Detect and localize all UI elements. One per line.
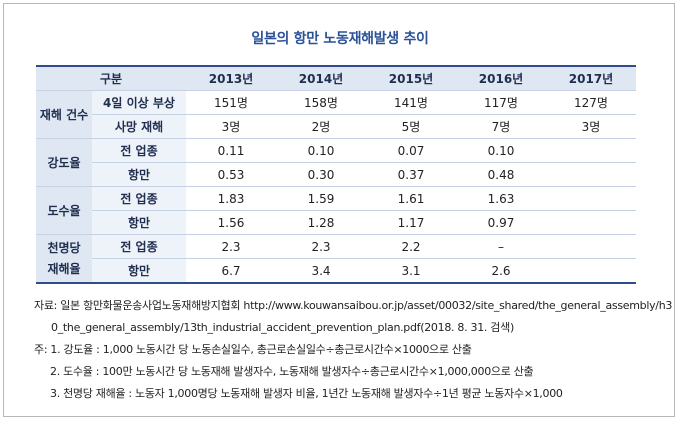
table-row: 강도율 전 업종 0.11 0.10 0.07 0.10 <box>36 138 636 187</box>
group-label: 천명당 재해율 <box>36 234 92 284</box>
cell: 2.6 <box>456 258 546 284</box>
cell <box>546 234 636 259</box>
header-year: 2015년 <box>366 66 456 91</box>
table-row: 도수율 전 업종 1.83 1.59 1.61 1.63 <box>36 186 636 235</box>
row-label: 4일 이상 부상 <box>92 90 186 115</box>
group-label: 강도율 <box>36 138 92 187</box>
cell: 127명 <box>546 90 636 115</box>
note-line: 2. 도수율 : 100만 노동시간 당 노동재해 발생자수, 노동재해 발생자… <box>50 365 534 378</box>
cell: 158명 <box>276 90 366 115</box>
cell: 1.59 <box>276 186 366 211</box>
source-line-continued: 0_the_general_assembly/13th_industrial_a… <box>51 321 514 334</box>
cell: 151명 <box>186 90 276 115</box>
table-row: 천명당 재해율 전 업종 2.3 2.3 2.2 – <box>36 234 636 284</box>
row-label: 전 업종 <box>92 186 186 211</box>
table-row: 사망 재해 3명 2명 5명 7명 3명 <box>36 114 636 139</box>
cell: 2명 <box>276 114 366 139</box>
cell: 141명 <box>366 90 456 115</box>
notes-section: 자료: 일본 항만화물운송사업노동재해방지협회 http://www.kouwa… <box>34 295 673 405</box>
row-label: 항만 <box>92 258 186 284</box>
cell: 1.17 <box>366 210 456 235</box>
cell: 5명 <box>366 114 456 139</box>
cell: 0.53 <box>186 162 276 187</box>
cell: 3명 <box>186 114 276 139</box>
data-table: 구분 2013년 2014년 2015년 2016년 2017년 재해 건수 4… <box>36 65 636 284</box>
cell <box>546 162 636 187</box>
group-label: 재해 건수 <box>36 90 92 139</box>
cell <box>546 210 636 235</box>
table-title: 일본의 항만 노동재해발생 추이 <box>251 31 429 47</box>
cell: 0.30 <box>276 162 366 187</box>
cell: 6.7 <box>186 258 276 284</box>
group-label-line: 천명당 <box>47 240 81 255</box>
row-label: 사망 재해 <box>92 114 186 139</box>
cell <box>546 258 636 284</box>
cell <box>546 186 636 211</box>
cell: – <box>456 234 546 259</box>
table-row: 항만 6.7 3.4 3.1 2.6 <box>36 258 636 284</box>
cell: 2.3 <box>276 234 366 259</box>
cell: 0.11 <box>186 138 276 163</box>
row-label: 항만 <box>92 210 186 235</box>
cell: 1.28 <box>276 210 366 235</box>
cell: 3.4 <box>276 258 366 284</box>
source-line: 자료: 일본 항만화물운송사업노동재해방지협회 http://www.kouwa… <box>34 299 673 312</box>
cell: 0.97 <box>456 210 546 235</box>
cell: 2.2 <box>366 234 456 259</box>
cell: 3명 <box>546 114 636 139</box>
cell: 0.07 <box>366 138 456 163</box>
cell: 1.61 <box>366 186 456 211</box>
group-label-line: 재해율 <box>47 261 81 276</box>
table-row: 항만 0.53 0.30 0.37 0.48 <box>36 162 636 187</box>
note-line: 3. 천명당 재해율 : 노동자 1,000명당 노동재해 발생자 비율, 1년… <box>50 387 563 400</box>
header-year: 2017년 <box>546 66 636 91</box>
cell: 1.63 <box>456 186 546 211</box>
cell: 1.83 <box>186 186 276 211</box>
cell: 0.10 <box>456 138 546 163</box>
note-line: 주: 1. 강도율 : 1,000 노동시간 당 노동손실일수, 총근로손실일수… <box>34 343 472 356</box>
table-row: 재해 건수 4일 이상 부상 151명 158명 141명 117명 127명 <box>36 90 636 139</box>
cell: 0.37 <box>366 162 456 187</box>
header-year: 2013년 <box>186 66 276 91</box>
row-label: 항만 <box>92 162 186 187</box>
group-label: 도수율 <box>36 186 92 235</box>
table-row: 항만 1.56 1.28 1.17 0.97 <box>36 210 636 235</box>
header-year: 2014년 <box>276 66 366 91</box>
cell: 0.10 <box>276 138 366 163</box>
row-label: 전 업종 <box>92 138 186 163</box>
cell: 7명 <box>456 114 546 139</box>
cell <box>546 138 636 163</box>
cell: 3.1 <box>366 258 456 284</box>
cell: 117명 <box>456 90 546 115</box>
header-year: 2016년 <box>456 66 546 91</box>
cell: 2.3 <box>186 234 276 259</box>
cell: 0.48 <box>456 162 546 187</box>
header-row: 구분 2013년 2014년 2015년 2016년 2017년 <box>36 66 636 91</box>
cell: 1.56 <box>186 210 276 235</box>
header-category: 구분 <box>36 66 186 91</box>
row-label: 전 업종 <box>92 234 186 259</box>
